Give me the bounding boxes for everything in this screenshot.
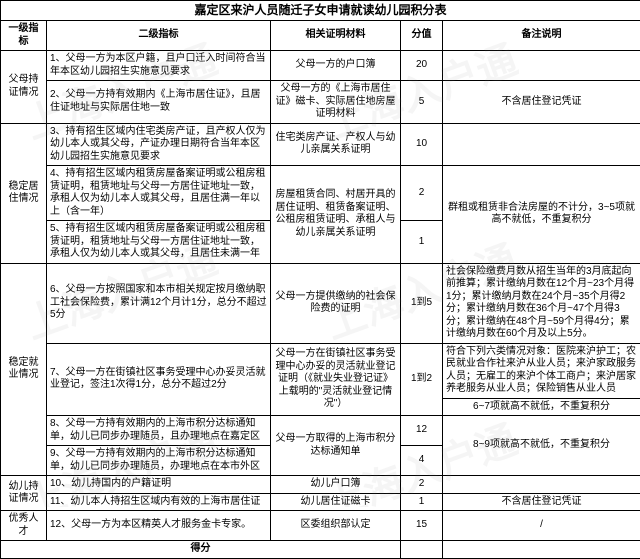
row7-indicator: 7、父母一方在街镇社区事务受理中心办妥灵活就业登记，签注1次得1分，总分不超过2…: [47, 343, 271, 416]
row12-note: /: [443, 511, 640, 541]
row10-material: 幼儿户口簿: [271, 476, 401, 494]
group-1: 父母持证情况: [1, 51, 47, 124]
scoring-table: 嘉定区来沪人员随迁子女申请就读幼儿园积分表 一级指标 二级指标 相关证明材料 分…: [0, 0, 640, 559]
row7-score: 1到2: [401, 343, 443, 416]
row3-note: [443, 123, 640, 166]
row5-indicator: 5、持有招生区域内租赁房屋备案证明或公租房租赁证明，租赁地址与父母一方居住证地址…: [47, 221, 271, 264]
row1-material: 父母一方的户口簿: [271, 51, 401, 81]
row10-note: [443, 476, 640, 494]
row8-score: 12: [401, 416, 443, 446]
row1-indicator: 1、父母一方为本区户籍，且户口迁入时间符合当年本区幼儿园招生实施意见要求: [47, 51, 271, 81]
table-title: 嘉定区来沪人员随迁子女申请就读幼儿园积分表: [1, 1, 640, 21]
footer-score: [401, 541, 443, 559]
row89-material: 父母一方取得的上海市积分达标通知单: [271, 416, 401, 476]
row6-note: 社会保险缴费月数从招生当年的3月底起向前推算；累计缴纳月数在12个月~23个月得…: [443, 263, 640, 343]
row2-note: 不含居住登记凭证: [443, 81, 640, 124]
row12-indicator: 12、父母一方为本区精英人才服务金卡专家。: [47, 511, 271, 541]
row45-note: 群租或租赁非合法房屋的不计分，3~5项就高不就低，不重复积分: [443, 166, 640, 264]
footer-note: [443, 541, 640, 559]
row89-note: 8~9项就高不就低，不重复积分: [443, 416, 640, 476]
row12-score: 15: [401, 511, 443, 541]
row7-note-b: 6~7项就高不就低，不重复积分: [443, 398, 640, 416]
row11-score: 1: [401, 493, 443, 511]
row45-material: 房屋租赁合同、村居开具的居住证明、租赁备案证明、公租房租赁证明、承租人与幼儿亲属…: [271, 166, 401, 264]
col-header-2: 二级指标: [47, 21, 271, 51]
col-header-5: 备注说明: [443, 21, 640, 51]
row3-score: 10: [401, 123, 443, 166]
row6-material: 父母一方提供缴纳的社会保险费的证明: [271, 263, 401, 343]
row2-material: 父母一方的《上海市居住证》磁卡、实际居住地房屋证明材料: [271, 81, 401, 124]
col-header-3: 相关证明材料: [271, 21, 401, 51]
row12-material: 区委组织部认定: [271, 511, 401, 541]
row10-indicator: 10、幼儿持国内的户籍证明: [47, 476, 271, 494]
row1-score: 20: [401, 51, 443, 81]
row11-indicator: 11、幼儿本人持招生区域内有效的上海市居住证: [47, 493, 271, 511]
row11-note: 不含居住登记凭证: [443, 493, 640, 511]
row1-note: [443, 51, 640, 81]
row4-indicator: 4、持有招生区域内租赁房屋备案证明或公租房租赁证明，租赁地址与父母一方居住证地址…: [47, 166, 271, 221]
row6-score: 1到5: [401, 263, 443, 343]
row9-indicator: 9、父母一方持有效期内的上海市积分达标通知单，幼儿已同步办理随员，办理地点在本市…: [47, 446, 271, 476]
group-4: 幼儿持证情况: [1, 476, 47, 511]
row7-material: 父母一方在街镇社区事务受理中心办妥的灵活就业登记证明（《就业失业登记证》上载明的…: [271, 343, 401, 416]
footer-label: 得分: [1, 541, 401, 559]
row7-note-a: 符合下列六类情况对象：医院来沪护工；农民就业合作社来沪从业人员；来沪家政服务人员…: [443, 343, 640, 398]
row2-indicator: 2、父母一方持有效期内《上海市居住证》，且居住证地址与实际居住地一致: [47, 81, 271, 124]
group-3: 稳定就业情况: [1, 263, 47, 476]
row9-score: 4: [401, 446, 443, 476]
row3-material: 住宅类房产证、产权人与幼儿亲属关系证明: [271, 123, 401, 166]
col-header-4: 分值: [401, 21, 443, 51]
row3-indicator: 3、持有招生区域内住宅类房产证，且产权人仅为幼儿本人或其父母，产证办理日期符合当…: [47, 123, 271, 166]
row8-indicator: 8、父母一方持有效期内的上海市积分达标通知单，幼儿已同步办理随员，且办理地点在嘉…: [47, 416, 271, 446]
col-header-1: 一级指标: [1, 21, 47, 51]
row5-score: 1: [401, 221, 443, 264]
row4-score: 2: [401, 166, 443, 221]
row11-material: 幼儿居住证磁卡: [271, 493, 401, 511]
row6-indicator: 6、父母一方按照国家和本市相关规定按月缴纳职工社会保险费，累计满12个月计1分，…: [47, 263, 271, 343]
row2-score: 5: [401, 81, 443, 124]
group-5: 优秀人才: [1, 511, 47, 541]
group-2: 稳定居住情况: [1, 123, 47, 263]
row10-score: 2: [401, 476, 443, 494]
